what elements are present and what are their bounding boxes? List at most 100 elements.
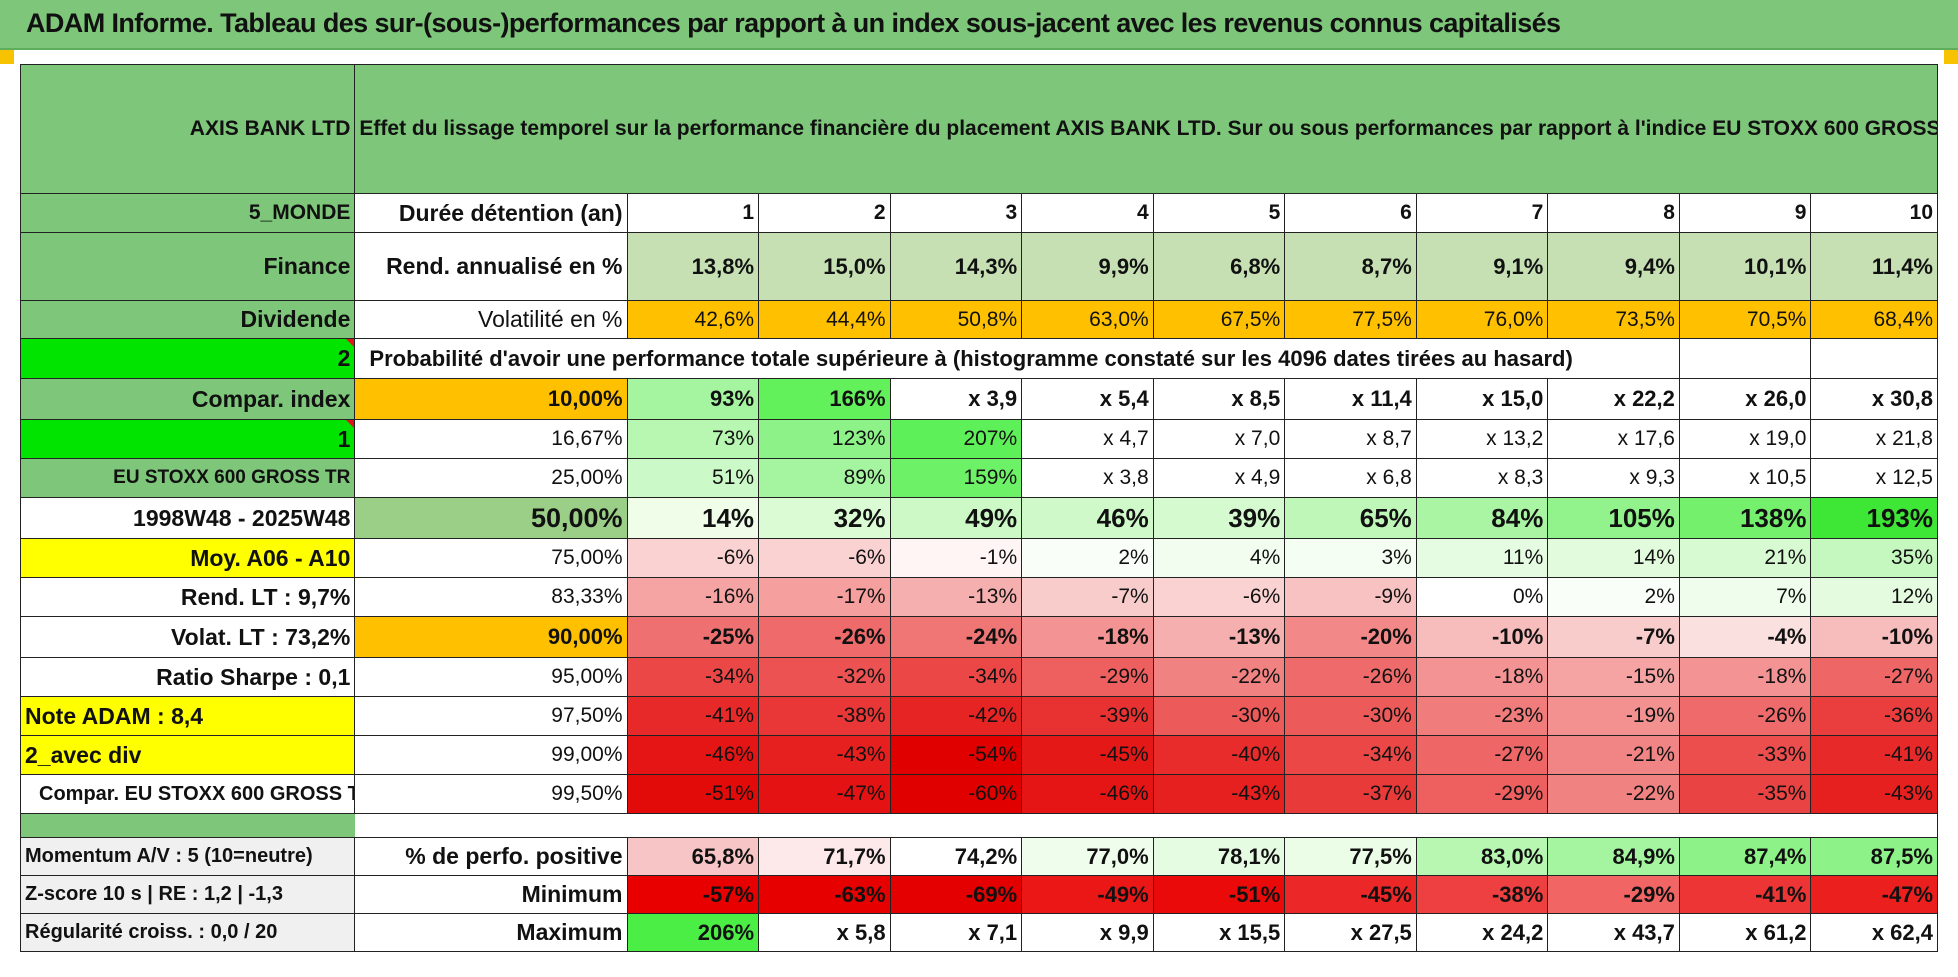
- grid-value: -27%: [1415, 735, 1549, 775]
- percentile-label: 16,67%: [354, 419, 628, 459]
- grid-value: -32%: [758, 657, 891, 697]
- grid-value: -4%: [1678, 616, 1812, 658]
- grid-value: 0%: [1415, 577, 1549, 617]
- year-header: 1: [626, 193, 760, 233]
- grid-value: -30%: [1152, 696, 1286, 736]
- grid-value: 14%: [626, 497, 760, 539]
- volat-lt-label: Volat. LT : 73,2%: [19, 616, 356, 658]
- grid-value: 89%: [758, 458, 891, 498]
- type-label: Dividende: [19, 300, 356, 339]
- percentile-label: 83,33%: [354, 577, 628, 617]
- year-header: 10: [1810, 193, 1938, 233]
- grid-value: 73%: [626, 419, 760, 459]
- percentile-label: 99,00%: [354, 735, 628, 775]
- grid-value: 7%: [1678, 577, 1812, 617]
- corner-marker: [1944, 50, 1958, 64]
- footer-value: x 9,9: [1021, 913, 1154, 952]
- percentile-label: 90,00%: [354, 616, 628, 658]
- grid-value: -43%: [758, 735, 891, 775]
- grid-value: 14%: [1547, 538, 1680, 578]
- grid-value: -7%: [1021, 577, 1154, 617]
- grid-value: -29%: [1415, 774, 1549, 814]
- footer-stat-label: Z-score 10 s | RE : 1,2 | -1,3: [19, 875, 356, 914]
- grid-value: x 11,4: [1284, 378, 1417, 420]
- grid-value: -54%: [889, 735, 1023, 775]
- year-header: 5: [1152, 193, 1286, 233]
- grid-value: -33%: [1678, 735, 1812, 775]
- year-header: 8: [1547, 193, 1680, 233]
- vol-value: 44,4%: [758, 300, 891, 339]
- grid-value: -20%: [1284, 616, 1417, 658]
- grid-value: -22%: [1547, 774, 1680, 814]
- report-title: ADAM Informe. Tableau des sur-(sous-)per…: [26, 8, 1561, 38]
- grid-value: 2%: [1021, 538, 1154, 578]
- footer-value: 84,9%: [1547, 837, 1680, 876]
- grid-value: -39%: [1021, 696, 1154, 736]
- percentile-label: 75,00%: [354, 538, 628, 578]
- year-header: 3: [889, 193, 1023, 233]
- grid-value: -36%: [1810, 696, 1938, 736]
- footer-value: 87,5%: [1810, 837, 1938, 876]
- rend-value: 13,8%: [626, 232, 760, 301]
- footer-value: -69%: [889, 875, 1023, 914]
- grid-value: -40%: [1152, 735, 1286, 775]
- footer-value: 74,2%: [889, 837, 1023, 876]
- footer-value: 83,0%: [1415, 837, 1549, 876]
- index-name: EU STOXX 600 GROSS TR: [19, 458, 356, 498]
- year-header: 6: [1284, 193, 1417, 233]
- footer-value: x 15,5: [1152, 913, 1286, 952]
- grid-value: -60%: [889, 774, 1023, 814]
- vol-value: 70,5%: [1678, 300, 1812, 339]
- grid-value: 3%: [1284, 538, 1417, 578]
- grid-value: x 9,3: [1547, 458, 1680, 498]
- grid-value: x 3,9: [889, 378, 1023, 420]
- percentile-label: 99,50%: [354, 774, 628, 814]
- grid-value: -35%: [1678, 774, 1812, 814]
- vol-value: 76,0%: [1415, 300, 1549, 339]
- performance-table: AXIS BANK LTD Effet du lissage temporel …: [19, 64, 1938, 952]
- asset-name: AXIS BANK LTD: [19, 64, 356, 194]
- grid-value: 21%: [1678, 538, 1812, 578]
- footer-value: -29%: [1547, 875, 1680, 914]
- vol-value: 42,6%: [626, 300, 760, 339]
- grid-value: x 12,5: [1810, 458, 1938, 498]
- zone-label: 5_MONDE: [19, 193, 356, 233]
- grid-value: x 4,7: [1021, 419, 1154, 459]
- footer-value: x 43,7: [1547, 913, 1680, 952]
- vol-value: 67,5%: [1152, 300, 1286, 339]
- grid-value: -10%: [1415, 616, 1549, 658]
- footer-value: -38%: [1415, 875, 1549, 914]
- grid-value: -6%: [626, 538, 760, 578]
- footer-value: x 27,5: [1284, 913, 1417, 952]
- grid-value: -26%: [1678, 696, 1812, 736]
- percentile-label: 95,00%: [354, 657, 628, 697]
- footer-value: 78,1%: [1152, 837, 1286, 876]
- year-header: 2: [758, 193, 891, 233]
- grid-value: x 3,8: [1021, 458, 1154, 498]
- duration-label: Durée détention (an): [354, 193, 628, 233]
- grid-value: x 8,5: [1152, 378, 1286, 420]
- grid-value: -23%: [1415, 696, 1549, 736]
- grid-value: -24%: [889, 616, 1023, 658]
- sector-label: Finance: [19, 232, 356, 301]
- grid-value: -26%: [758, 616, 891, 658]
- footer-value: 77,0%: [1021, 837, 1154, 876]
- vol-label: Volatilité en %: [354, 300, 628, 339]
- grid-value: -46%: [1021, 774, 1154, 814]
- grid-value: 123%: [758, 419, 891, 459]
- grid-value: 39%: [1152, 497, 1286, 539]
- footer-stat-label: Momentum A/V : 5 (10=neutre): [19, 837, 356, 876]
- grid-value: 35%: [1810, 538, 1938, 578]
- grid-value: -34%: [1284, 735, 1417, 775]
- asset-description: Effet du lissage temporel sur la perform…: [354, 64, 1938, 194]
- grid-value: -18%: [1415, 657, 1549, 697]
- grid-value: -45%: [1021, 735, 1154, 775]
- moy-label: Moy. A06 - A10: [19, 538, 356, 578]
- grid-value: -41%: [626, 696, 760, 736]
- grid-value: -25%: [626, 616, 760, 658]
- rend-lt-label: Rend. LT : 9,7%: [19, 577, 356, 617]
- grid-value: -17%: [758, 577, 891, 617]
- grid-value: -16%: [626, 577, 760, 617]
- grid-value: -1%: [889, 538, 1023, 578]
- grid-value: -51%: [626, 774, 760, 814]
